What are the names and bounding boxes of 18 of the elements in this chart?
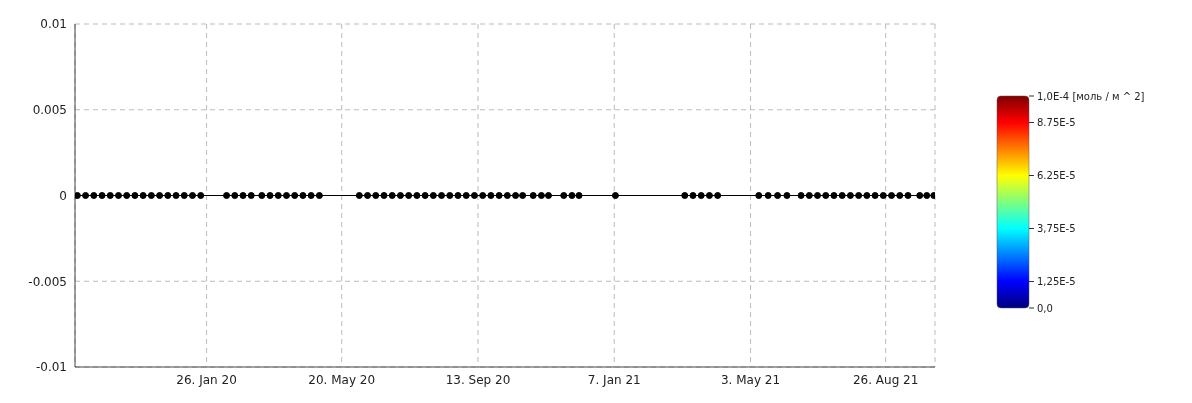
- color-bar-title: [моль / м ^ 2]: [1072, 90, 1145, 102]
- color-bar-label: 3,75E-5: [1037, 223, 1076, 234]
- x-tick-label: 26. Jan 20: [176, 372, 237, 387]
- y-tick-label: 0.01: [40, 17, 67, 32]
- x-tick-label: 26. Aug 21: [852, 372, 919, 387]
- color-bar-label: 8.75E-5: [1037, 117, 1076, 128]
- color-bar-label: 0,0: [1037, 302, 1053, 314]
- color-bar-label: 1,25E-5: [1037, 276, 1076, 287]
- y-tick-label: 0: [59, 188, 67, 203]
- y-tick-label: -0.01: [35, 360, 67, 375]
- x-tick-label: 7. Jan 21: [587, 372, 641, 387]
- x-tick-label: 13. Sep 20: [445, 372, 511, 387]
- color-bar-label: 6.25E-5: [1037, 170, 1076, 181]
- x-tick-label: 20. May 20: [308, 372, 376, 387]
- y-tick-label: 0.005: [32, 103, 67, 118]
- color-bar-label: 1,0E-4: [1037, 90, 1070, 102]
- y-tick-label: -0.005: [28, 274, 67, 289]
- x-tick-label: 3. May 21: [720, 372, 781, 387]
